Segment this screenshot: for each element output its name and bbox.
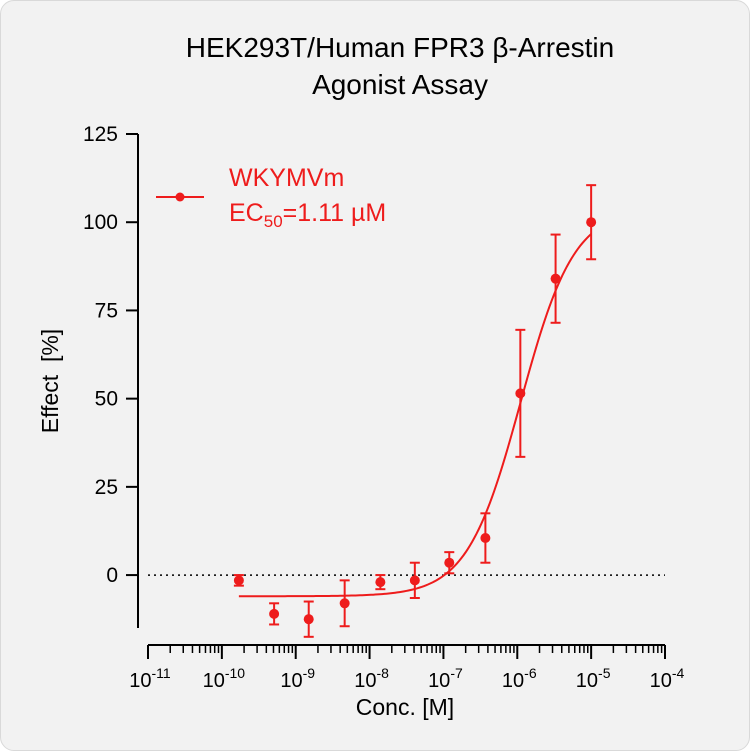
y-tick-label: 0 (106, 564, 118, 587)
data-point (409, 575, 420, 586)
x-tick-label: 10-4 (650, 665, 685, 692)
chart-title-line-2: Agonist Assay (312, 69, 488, 100)
legend-point-marker (175, 192, 185, 202)
x-tick-label: 10-11 (129, 665, 171, 692)
x-tick-label: 10-7 (428, 665, 463, 692)
x-tick-label: 10-5 (576, 665, 611, 692)
data-point (303, 614, 314, 625)
y-tick-label: 25 (95, 476, 118, 499)
x-axis-label: Conc. [M] (356, 694, 454, 720)
legend-ec50-label: EC50=1.11 µM (229, 199, 386, 231)
legend: WKYMVm EC50=1.11 µM (156, 164, 386, 231)
data-point (586, 217, 597, 228)
y-tick-label: 50 (95, 388, 118, 411)
legend-ec50-subscript: 50 (264, 212, 283, 231)
legend-series-label: WKYMVm (229, 164, 344, 192)
y-axis-label: Effect [%] (37, 329, 63, 433)
data-point (269, 608, 280, 619)
x-tick-label: 10-9 (280, 665, 315, 692)
legend-ec50-prefix: EC (229, 199, 264, 227)
data-point (550, 273, 561, 284)
chart-title-line-1: HEK293T/Human FPR3 β-Arrestin (186, 32, 614, 63)
data-point (515, 388, 526, 399)
legend-ec50-value: =1.11 µM (283, 199, 387, 227)
y-tick-label: 75 (95, 299, 118, 322)
data-point (480, 533, 491, 544)
fit-curve (238, 233, 592, 598)
chart-title: HEK293T/Human FPR3 β-Arrestin Agonist As… (186, 32, 614, 100)
x-tick-label: 10-6 (502, 665, 537, 692)
plot-area (233, 184, 597, 638)
y-tick-label: 125 (83, 123, 118, 146)
y-tick-label: 100 (83, 211, 118, 234)
y-axis: 0 25 50 75 100 125 (83, 123, 139, 628)
data-point (233, 575, 244, 586)
x-tick-label: 10-8 (354, 665, 389, 692)
data-point (444, 557, 455, 568)
data-point (339, 598, 350, 609)
x-axis: 10-11 10-10 10-9 10-8 10-7 10-6 10-5 10-4 (129, 644, 685, 692)
data-point (375, 577, 386, 588)
x-tick-label: 10-10 (203, 665, 246, 692)
